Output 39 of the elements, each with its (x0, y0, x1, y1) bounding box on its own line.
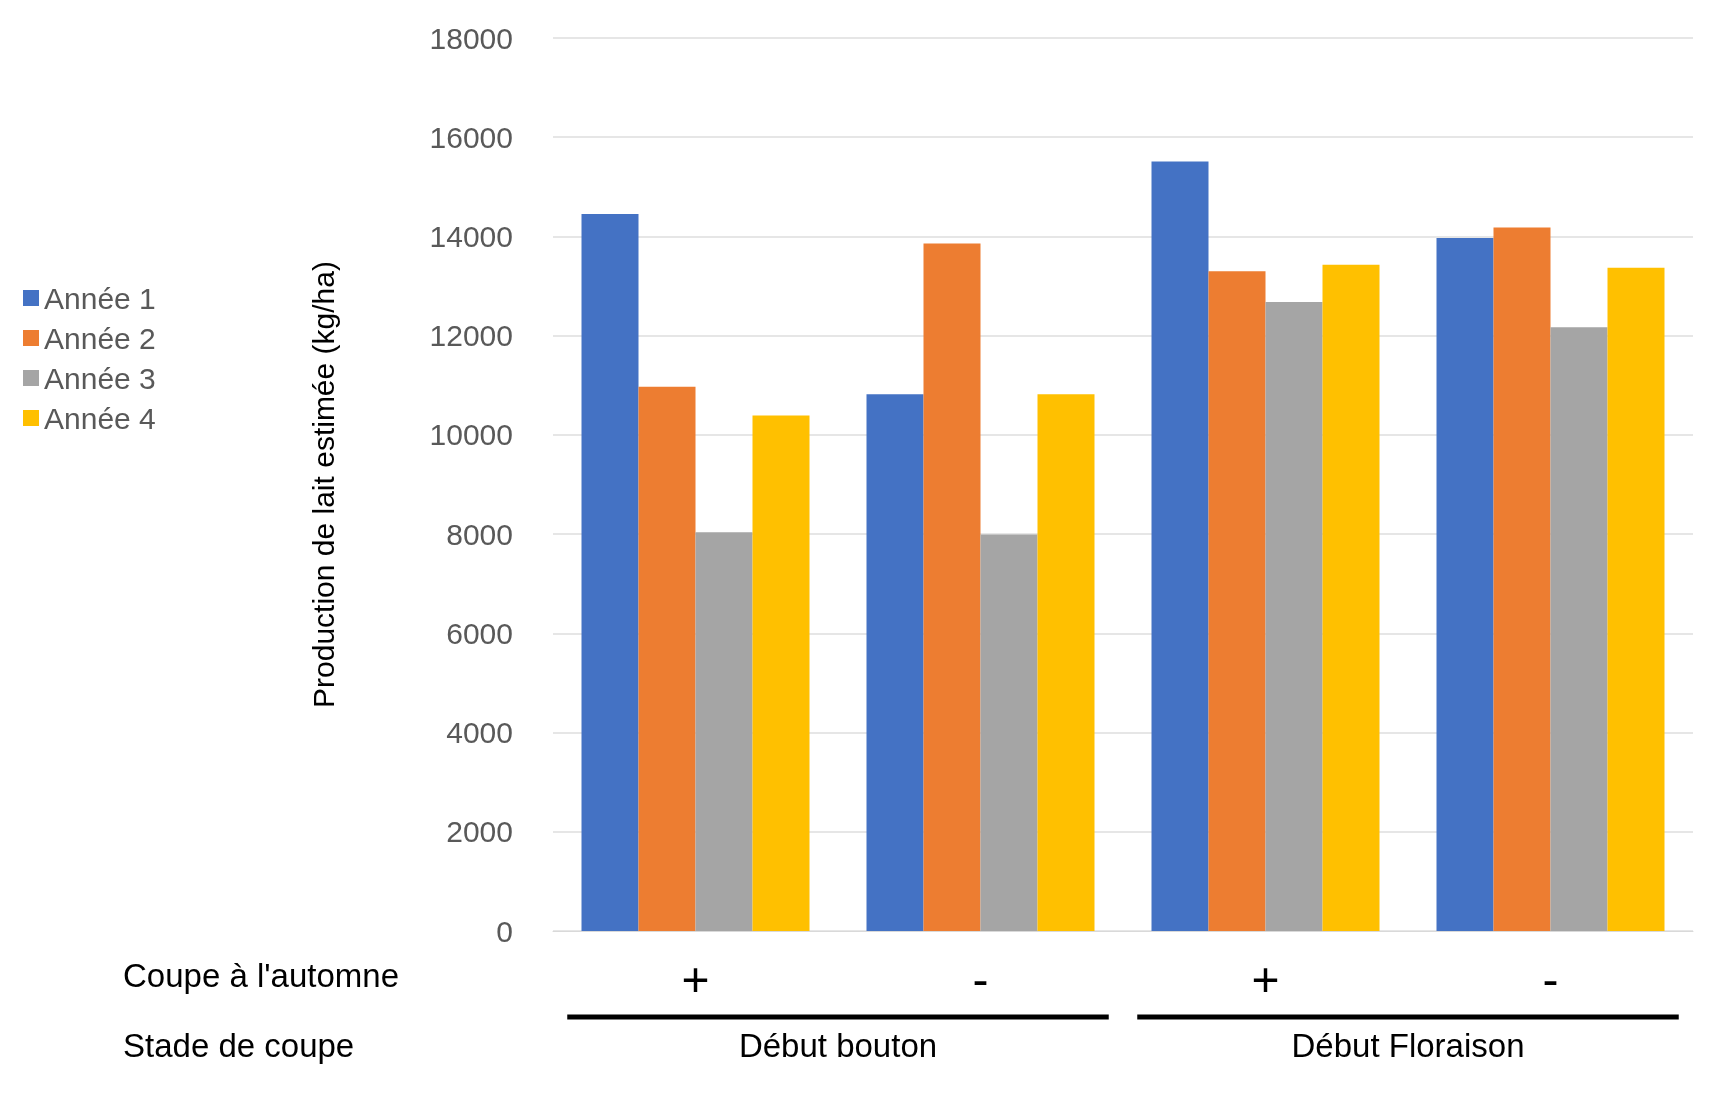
bar (1208, 271, 1266, 931)
bar (1493, 227, 1551, 931)
y-tick-label: 0 (496, 914, 513, 948)
y-tick-label: 14000 (429, 219, 513, 253)
bar (923, 243, 981, 931)
bar (1607, 267, 1665, 931)
text: Stade de coupe (123, 1027, 355, 1064)
bar (1550, 327, 1608, 931)
y-tick-label: 12000 (429, 319, 513, 353)
bar (980, 534, 1038, 931)
y-tick-label: 10000 (429, 418, 513, 452)
x-tick-label: - (1542, 952, 1559, 1006)
bar (638, 386, 696, 931)
bar (1436, 237, 1494, 931)
y-tick-label: 8000 (446, 517, 513, 551)
y-tick-label: 2000 (446, 815, 513, 849)
bar (1265, 301, 1323, 931)
y-tick-label: 18000 (429, 21, 513, 55)
y-axis-title: Production de lait estimée (kg/ha) (306, 261, 340, 708)
legend-label: Année 1 (44, 281, 156, 315)
bar (1037, 394, 1095, 931)
bar (866, 394, 924, 931)
y-tick-label: 4000 (446, 716, 513, 750)
bar (695, 532, 753, 931)
bar (1151, 161, 1209, 931)
x-tick-label: - (972, 952, 989, 1006)
bar (581, 214, 639, 931)
legend-label: Année 4 (44, 401, 156, 435)
y-tick-label: 6000 (446, 616, 513, 650)
text: Début Floraison (1291, 1027, 1525, 1064)
x-tick-label: + (681, 952, 710, 1006)
legend-label: Année 2 (44, 321, 156, 355)
bar (1322, 264, 1380, 931)
legend-label: Année 3 (44, 361, 156, 395)
bar (752, 415, 810, 931)
x-tick-label: + (1251, 952, 1280, 1006)
text: Coupe à l'automne (123, 957, 399, 994)
text: Début bouton (738, 1027, 938, 1064)
y-tick-label: 16000 (429, 120, 513, 154)
